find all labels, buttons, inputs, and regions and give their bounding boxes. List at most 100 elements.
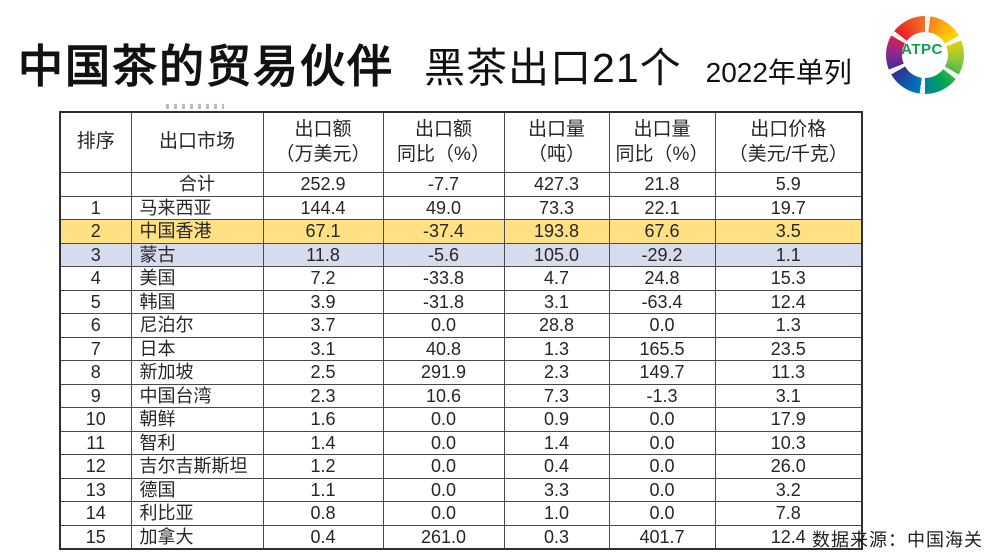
- rank-cell: 15: [59, 524, 132, 550]
- value-cell: 67.6: [608, 219, 716, 244]
- rank-cell: 12: [59, 454, 132, 479]
- atpc-logo: ATPC: [886, 16, 964, 94]
- column-header-6: 出口价格 （美元/千克）: [714, 111, 863, 173]
- value-cell: 0.0: [382, 407, 505, 432]
- value-cell: 0.4: [262, 524, 384, 550]
- value-cell: 7.3: [503, 383, 610, 408]
- value-cell: 1.0: [503, 501, 610, 526]
- rank-cell: 7: [59, 336, 132, 361]
- market-cell: 日本: [130, 336, 264, 361]
- value-cell: 10.3: [714, 430, 863, 455]
- value-cell: 1.6: [262, 407, 384, 432]
- value-cell: 49.0: [382, 195, 505, 220]
- value-cell: 291.9: [382, 360, 505, 385]
- market-cell: 新加坡: [130, 360, 264, 385]
- column-header-2: 出口额 （万美元）: [262, 111, 384, 173]
- table-row: 2 中国香港 67.1 -37.4 193.8 67.6 3.5: [59, 219, 863, 244]
- value-cell: 0.4: [503, 454, 610, 479]
- value-cell: 24.8: [608, 266, 716, 291]
- table-row: 1 马来西亚 144.4 49.0 73.3 22.1 19.7: [59, 195, 863, 220]
- value-cell: 12.4: [714, 289, 863, 314]
- value-cell: 0.0: [608, 430, 716, 455]
- value-cell: 105.0: [503, 242, 610, 267]
- table-row: 合计 252.9 -7.7 427.3 21.8 5.9: [59, 172, 863, 197]
- value-cell: 11.8: [262, 242, 384, 267]
- rank-cell: 5: [59, 289, 132, 314]
- value-cell: 1.4: [503, 430, 610, 455]
- logo-center: [902, 32, 948, 78]
- value-cell: 73.3: [503, 195, 610, 220]
- value-cell: 12.4: [714, 524, 863, 550]
- export-partners-table: 排序 出口市场 出口额 （万美元） 出口额 同比（%） 出口量 （吨） 出口量 同比（%） 出口价格…: [59, 111, 863, 550]
- rank-cell: 8: [59, 360, 132, 385]
- table-row: 15 加拿大 0.4 261.0 0.3 401.7 12.4: [59, 524, 863, 550]
- market-cell: 吉尔吉斯斯坦: [130, 454, 264, 479]
- value-cell: 0.0: [608, 454, 716, 479]
- decorative-smudge: [166, 104, 224, 109]
- rank-cell: 6: [59, 313, 132, 338]
- market-cell: 尼泊尔: [130, 313, 264, 338]
- page-title: 中国茶的贸易伙伴: [18, 41, 395, 92]
- market-cell: 朝鲜: [130, 407, 264, 432]
- value-cell: 165.5: [608, 336, 716, 361]
- value-cell: -37.4: [382, 219, 505, 244]
- column-header-3: 出口额 同比（%）: [382, 111, 505, 173]
- value-cell: 193.8: [503, 219, 610, 244]
- value-cell: 3.3: [503, 477, 610, 502]
- value-cell: 3.9: [262, 289, 384, 314]
- market-cell: 蒙古: [130, 242, 264, 267]
- value-cell: 17.9: [714, 407, 863, 432]
- value-cell: 5.9: [714, 172, 863, 197]
- value-cell: -7.7: [382, 172, 505, 197]
- value-cell: 21.8: [608, 172, 716, 197]
- value-cell: 3.1: [262, 336, 384, 361]
- value-cell: 252.9: [262, 172, 384, 197]
- value-cell: -63.4: [608, 289, 716, 314]
- value-cell: -5.6: [382, 242, 505, 267]
- market-cell: 美国: [130, 266, 264, 291]
- value-cell: 0.3: [503, 524, 610, 550]
- value-cell: 401.7: [608, 524, 716, 550]
- value-cell: 0.0: [608, 477, 716, 502]
- logo-label: ATPC: [901, 40, 943, 58]
- value-cell: 1.1: [262, 477, 384, 502]
- value-cell: 1.3: [503, 336, 610, 361]
- rank-cell: 10: [59, 407, 132, 432]
- value-cell: 0.0: [608, 313, 716, 338]
- rank-cell: 11: [59, 430, 132, 455]
- table-row: 8 新加坡 2.5 291.9 2.3 149.7 11.3: [59, 360, 863, 385]
- value-cell: -29.2: [608, 242, 716, 267]
- value-cell: 4.7: [503, 266, 610, 291]
- value-cell: 0.0: [382, 430, 505, 455]
- table-row: 12 吉尔吉斯斯坦 1.2 0.0 0.4 0.0 26.0: [59, 454, 863, 479]
- rank-cell: [59, 172, 132, 197]
- market-cell: 德国: [130, 477, 264, 502]
- rank-cell: 13: [59, 477, 132, 502]
- table-row: 6 尼泊尔 3.7 0.0 28.8 0.0 1.3: [59, 313, 863, 338]
- title-year-note: 2022年单列: [705, 57, 852, 88]
- value-cell: 10.6: [382, 383, 505, 408]
- value-cell: 1.3: [714, 313, 863, 338]
- rank-cell: 9: [59, 383, 132, 408]
- table-row: 9 中国台湾 2.3 10.6 7.3 -1.3 3.1: [59, 383, 863, 408]
- market-cell: 利比亚: [130, 501, 264, 526]
- value-cell: 0.0: [608, 501, 716, 526]
- rank-cell: 3: [59, 242, 132, 267]
- value-cell: 40.8: [382, 336, 505, 361]
- value-cell: 427.3: [503, 172, 610, 197]
- value-cell: 15.3: [714, 266, 863, 291]
- rank-cell: 4: [59, 266, 132, 291]
- table-header: 排序 出口市场 出口额 （万美元） 出口额 同比（%） 出口量 （吨） 出口量 同比（%） 出口价格…: [59, 111, 863, 173]
- value-cell: 1.4: [262, 430, 384, 455]
- column-header-5: 出口量 同比（%）: [608, 111, 716, 173]
- value-cell: 7.2: [262, 266, 384, 291]
- value-cell: 0.0: [382, 454, 505, 479]
- value-cell: 3.2: [714, 477, 863, 502]
- table-row: 14 利比亚 0.8 0.0 1.0 0.0 7.8: [59, 501, 863, 526]
- value-cell: 0.9: [503, 407, 610, 432]
- value-cell: 2.5: [262, 360, 384, 385]
- value-cell: 0.0: [608, 407, 716, 432]
- market-cell: 合计: [130, 172, 264, 197]
- value-cell: 0.0: [382, 313, 505, 338]
- value-cell: 1.2: [262, 454, 384, 479]
